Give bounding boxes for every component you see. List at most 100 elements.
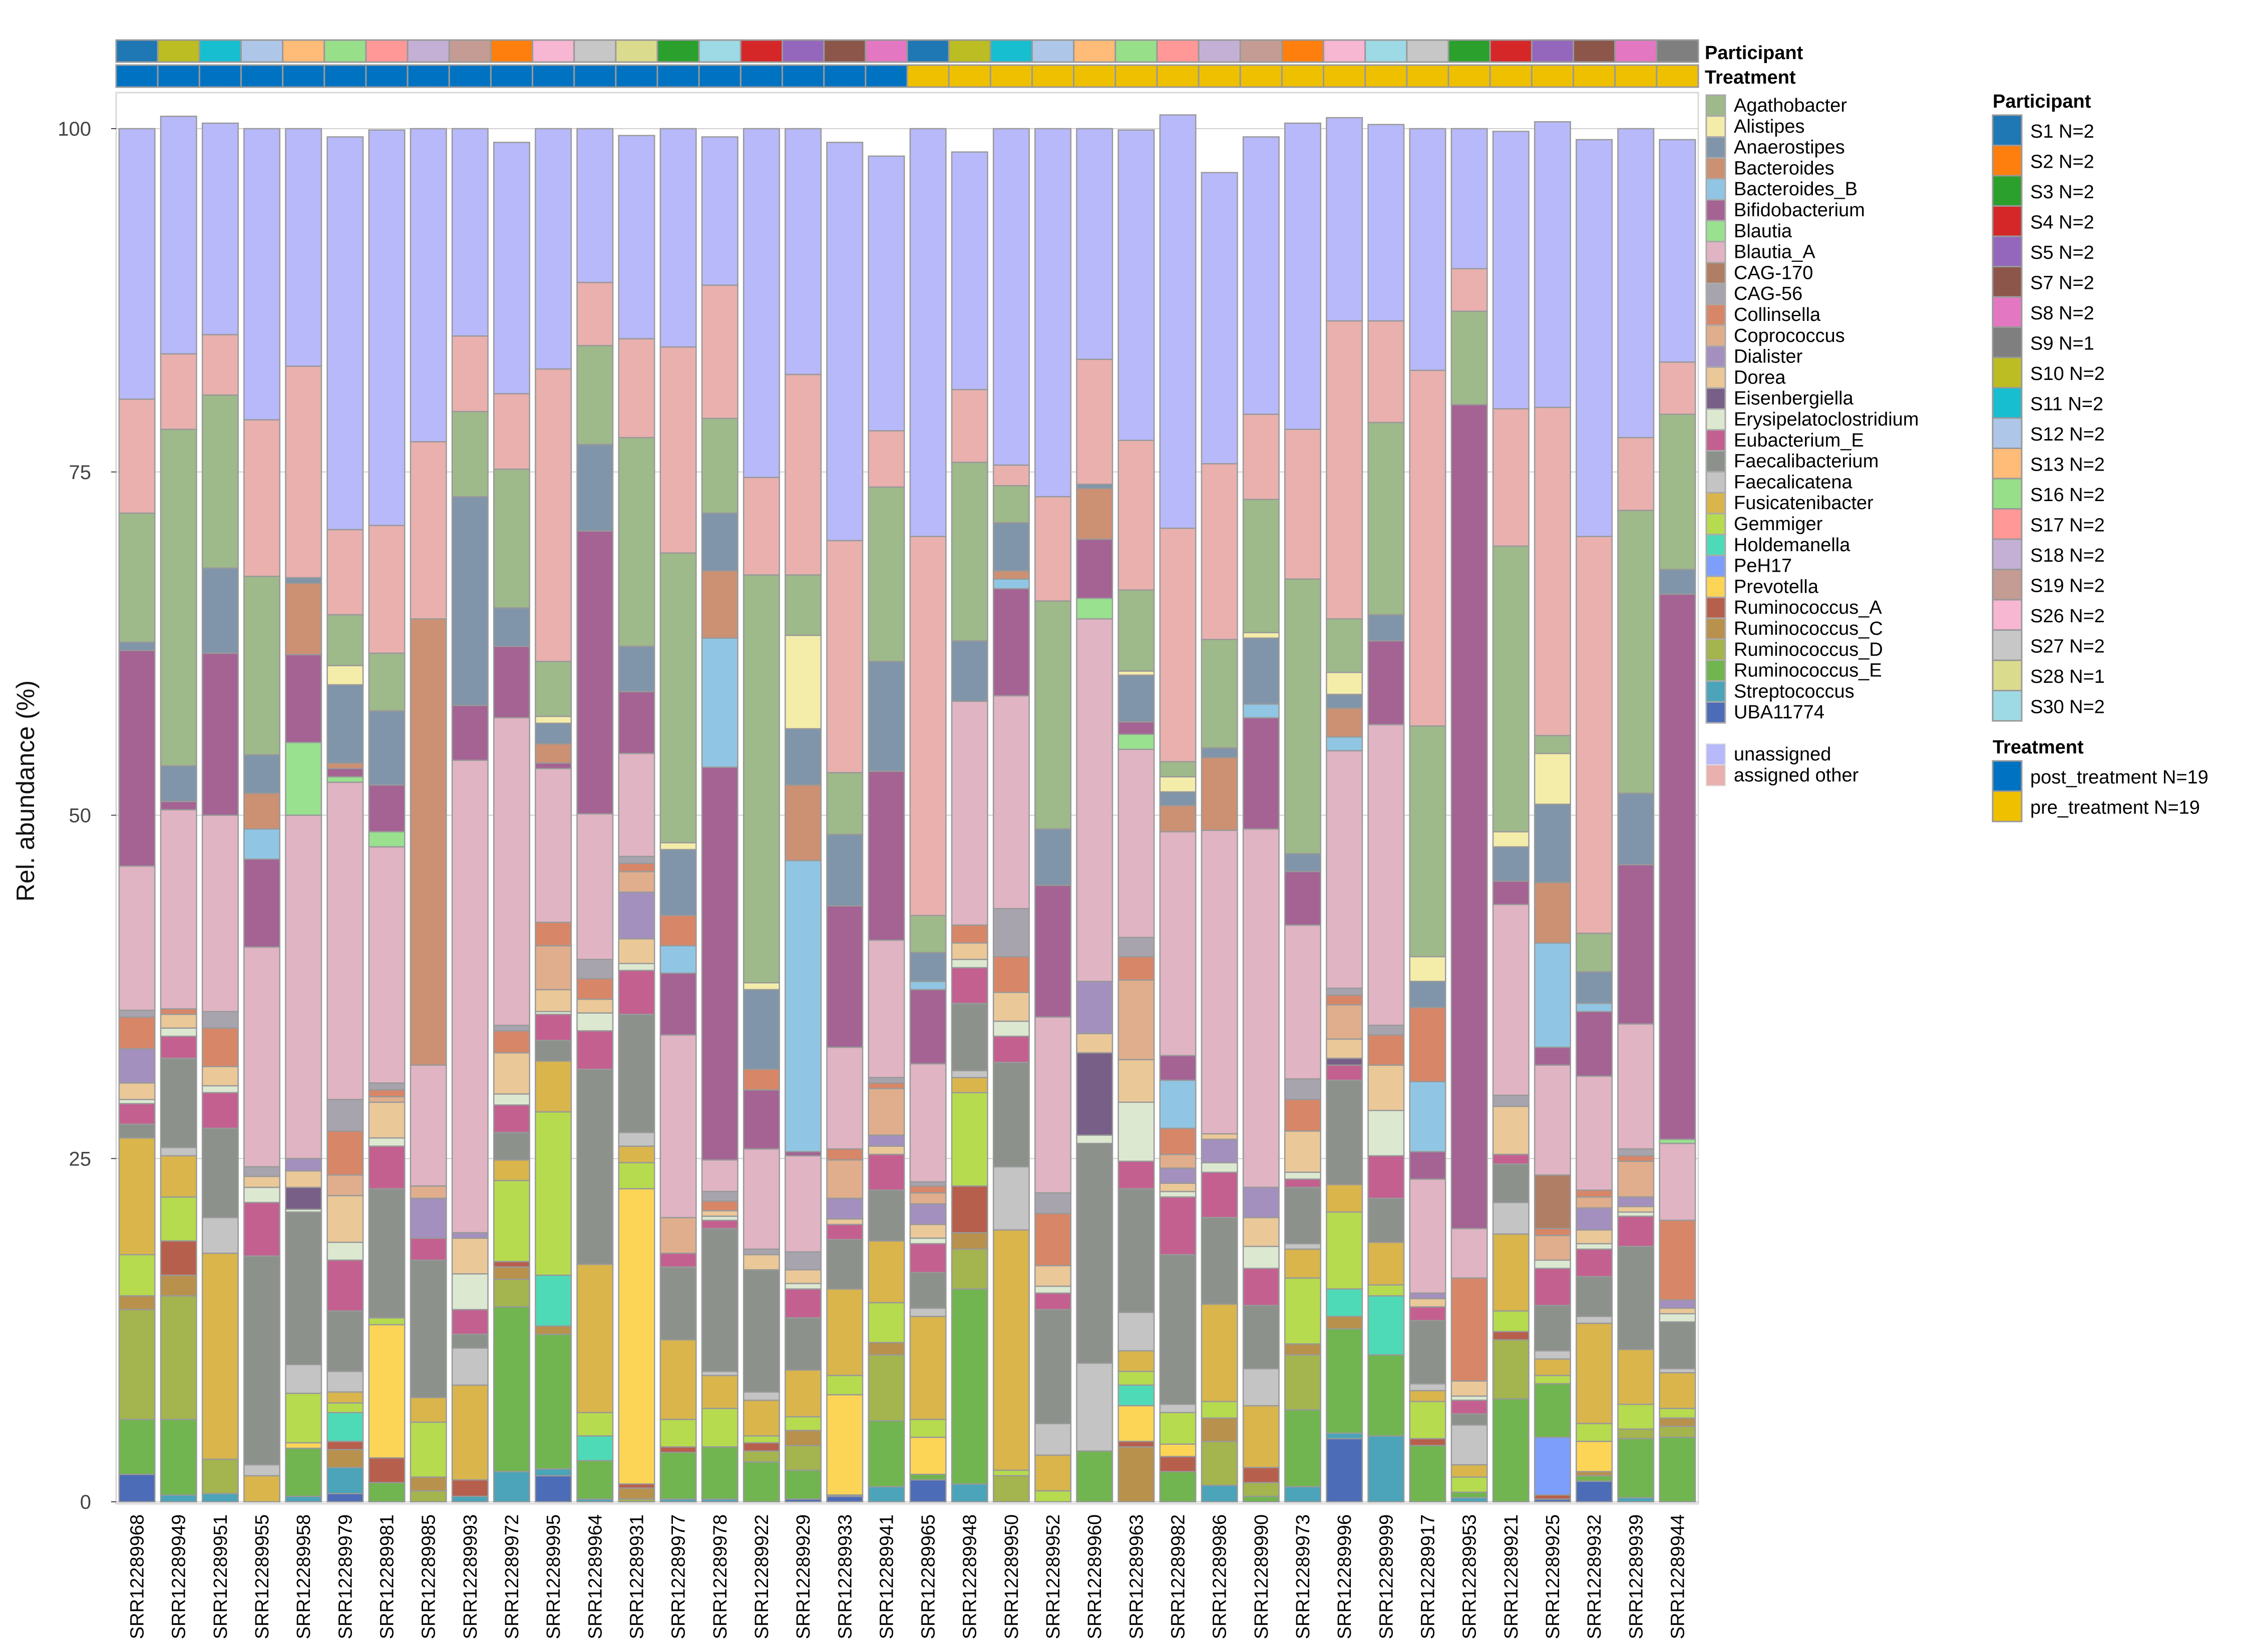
participant-swatch-S10 <box>1992 356 2023 388</box>
legend-swatch-uba11774 <box>1705 701 1726 724</box>
bar-segment-bifidobacterium <box>618 691 655 754</box>
bar-segment-faecalibacterium <box>826 1238 864 1290</box>
bar-segment-faecalicatena <box>1576 1316 1613 1324</box>
bar-segment-assigned-other <box>1034 496 1072 602</box>
bar-segment-anaerostipes <box>493 607 531 647</box>
bar-segment-assigned-other <box>1201 463 1238 640</box>
bar-segment-gemmiger <box>368 1317 406 1326</box>
bar-segment-unassigned <box>410 128 447 443</box>
bar-segment-assigned-other <box>285 365 322 579</box>
treatment-cell-pre <box>989 64 1033 88</box>
bar-SRR12289972 <box>493 142 531 1503</box>
bar-segment-fusicatenibacter <box>451 1384 489 1481</box>
bar-segment-anaerostipes <box>451 496 489 706</box>
bar-segment-prevotella <box>285 1442 322 1449</box>
bar-segment-assigned-other <box>535 368 572 662</box>
participant-legend-label: S17 N=2 <box>2030 515 2105 536</box>
x-tick-label: SRR12289933 <box>835 1514 856 1639</box>
legend-swatch-faecalibacterium <box>1705 450 1726 473</box>
y-tick-label: 25 <box>69 1148 92 1170</box>
participant-swatch-S11 <box>1992 387 2023 419</box>
bar-segment-anaerostipes <box>618 645 655 692</box>
treatment-cell-pre <box>1031 64 1075 88</box>
bar-segment-fusicatenibacter <box>618 1145 655 1163</box>
bar-segment-eubacterium-e <box>1201 1171 1238 1218</box>
bar-segment-bifidobacterium <box>160 800 197 810</box>
bar-segment-anaerostipes <box>701 512 738 572</box>
x-tick-label: SRR12289932 <box>1584 1514 1605 1639</box>
bar-segment-streptococcus <box>451 1495 489 1503</box>
bar-segment-bifidobacterium <box>1450 404 1488 1229</box>
legend-swatch-streptococcus <box>1705 680 1726 703</box>
bar-segment-bifidobacterium <box>1367 640 1405 725</box>
bar-segment-faecalicatena <box>451 1347 489 1386</box>
x-tick-label: SRR12289925 <box>1543 1514 1564 1639</box>
bar-segment-ruminococcus-e <box>576 1460 614 1500</box>
bar-segment-eubacterium-e <box>1409 1306 1446 1322</box>
bar-segment-eubacterium-e <box>1242 1268 1280 1307</box>
bar-segment-erysipelatoclostridium <box>1076 1134 1113 1144</box>
bar-segment-unassigned <box>785 128 822 375</box>
bar-segment-erysipelatoclostridium <box>1034 1286 1072 1294</box>
bar-segment-bacteroides <box>410 618 447 1066</box>
bar-segment-ruminococcus-a <box>951 1185 988 1233</box>
bar-segment-collinsella <box>326 1130 364 1176</box>
bar-segment-unassigned <box>1409 128 1446 371</box>
bar-segment-ruminococcus-e <box>1242 1495 1280 1503</box>
bar-segment-faecalibacterium <box>1534 1305 1571 1352</box>
bar-segment-collinsella <box>1534 1227 1571 1236</box>
bar-segment-collinsella <box>201 1027 239 1067</box>
legend-label: Bacteroides_B <box>1734 179 1857 200</box>
bar-segment-bifidobacterium <box>535 762 572 769</box>
legend-swatch-blautia <box>1705 220 1726 243</box>
bar-SRR12289977 <box>659 128 697 1503</box>
participant-cell-S30 <box>1364 39 1408 63</box>
bar-segment-agathobacter <box>243 575 281 756</box>
bar-segment-anaerostipes <box>576 444 614 532</box>
bar-segment-dialister <box>1576 1207 1613 1231</box>
bar-segment-dorea <box>701 1210 738 1217</box>
bar-segment-alistipes <box>1534 752 1571 805</box>
bar-segment-faecalibacterium <box>785 1317 822 1371</box>
bar-segment-eubacterium-e <box>1367 1155 1405 1199</box>
bar-segment-unassigned <box>618 135 655 339</box>
bar-segment-ruminococcus-e <box>1326 1328 1363 1434</box>
bar-SRR12289953 <box>1450 128 1488 1503</box>
bar-segment-collinsella <box>701 1200 738 1211</box>
bar-segment-bifidobacterium <box>992 588 1030 697</box>
bar-segment-faecalibacterium <box>1492 1163 1530 1203</box>
bar-segment-dorea <box>1617 1206 1655 1213</box>
legend-swatch-gemmiger <box>1705 513 1726 536</box>
bar-segment-prevotella <box>1117 1405 1155 1442</box>
y-tick-label: 100 <box>58 118 91 140</box>
bar-segment-ruminococcus-e <box>659 1452 697 1500</box>
bar-segment-agathobacter <box>1659 414 1696 570</box>
bar-segment-bacteroides-b <box>1409 1081 1446 1152</box>
participant-swatch-S9 <box>1992 326 2023 358</box>
bar-segment-anaerostipes <box>785 728 822 786</box>
bar-segment-eubacterium-e <box>1617 1215 1655 1248</box>
bar-segment-dorea <box>951 942 988 960</box>
bar-SRR12289952 <box>1034 128 1072 1503</box>
bar-segment-unassigned <box>909 128 947 537</box>
bar-segment-cag-56 <box>992 908 1030 958</box>
bar-segment-fusicatenibacter <box>1450 1464 1488 1478</box>
x-tick-label: SRR12289990 <box>1251 1514 1272 1639</box>
bar-segment-dorea <box>160 1013 197 1029</box>
legend-swatch-ruminococcus-d <box>1705 638 1726 661</box>
bar-segment-blautia-a <box>1617 1023 1655 1150</box>
bar-segment-prevotella <box>1159 1443 1197 1457</box>
bar-segment-unassigned <box>368 129 406 526</box>
bar-segment-cag-170 <box>1534 1174 1571 1229</box>
bar-segment-faecalicatena <box>285 1364 322 1394</box>
bar-segment-streptococcus <box>285 1495 322 1503</box>
bar-segment-dorea <box>909 1223 947 1239</box>
bar-segment-blautia-a <box>1534 1064 1571 1176</box>
bar-segment-blautia-a <box>868 939 905 1078</box>
bar-segment-dorea <box>1034 1265 1072 1287</box>
bar-segment-anaerostipes <box>160 765 197 802</box>
bar-segment-faecalicatena <box>742 1391 780 1401</box>
bar-segment-blautia-a <box>1409 1178 1446 1294</box>
bar-segment-bacteroides-b <box>701 637 738 768</box>
bar-SRR12289986 <box>1201 172 1238 1503</box>
